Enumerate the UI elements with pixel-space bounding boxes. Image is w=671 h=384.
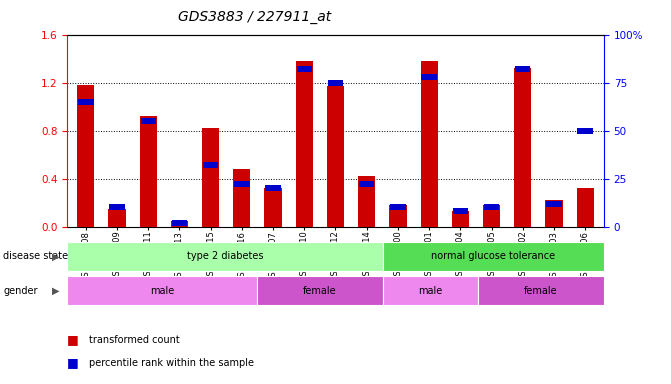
Bar [421,74,437,80]
Bar [452,211,469,227]
Bar [546,200,562,207]
Bar [483,205,500,227]
Bar [358,176,375,227]
Text: disease state: disease state [3,251,68,262]
Text: ▶: ▶ [52,251,59,262]
Bar [172,220,187,226]
Text: female: female [524,286,558,296]
Bar [453,208,468,214]
Bar [202,128,219,227]
Bar [77,85,95,227]
Bar [514,68,531,227]
Bar [515,66,531,72]
Bar [203,162,218,168]
Bar [109,204,125,210]
Text: male: male [418,286,442,296]
Text: ■: ■ [67,333,79,346]
Bar [67,276,256,305]
Bar [109,209,125,227]
Bar [391,204,406,210]
Text: GDS3883 / 227911_at: GDS3883 / 227911_at [178,10,331,23]
Bar [478,276,604,305]
Bar [421,61,437,227]
Bar [359,181,374,187]
Text: male: male [150,286,174,296]
Bar [140,116,157,227]
Bar [327,79,344,86]
Text: female: female [303,286,337,296]
Text: percentile rank within the sample: percentile rank within the sample [89,358,254,368]
Bar [256,276,383,305]
Text: ▶: ▶ [52,286,59,296]
Text: normal glucose tolerance: normal glucose tolerance [431,251,556,262]
Bar [297,66,312,72]
Bar [67,242,383,271]
Bar [576,188,594,227]
Text: gender: gender [3,286,38,296]
Bar [327,86,344,227]
Bar [484,204,499,210]
Bar [78,99,93,105]
Bar [234,181,250,187]
Text: ■: ■ [67,356,79,369]
Bar [296,61,313,227]
Bar [383,276,478,305]
Text: type 2 diabetes: type 2 diabetes [187,251,263,262]
Text: transformed count: transformed count [89,335,179,345]
Bar [389,205,407,227]
Bar [383,242,604,271]
Bar [264,188,282,227]
Bar [546,200,562,227]
Bar [140,118,156,124]
Bar [265,185,280,191]
Bar [234,169,250,227]
Bar [171,220,188,227]
Bar [578,127,593,134]
